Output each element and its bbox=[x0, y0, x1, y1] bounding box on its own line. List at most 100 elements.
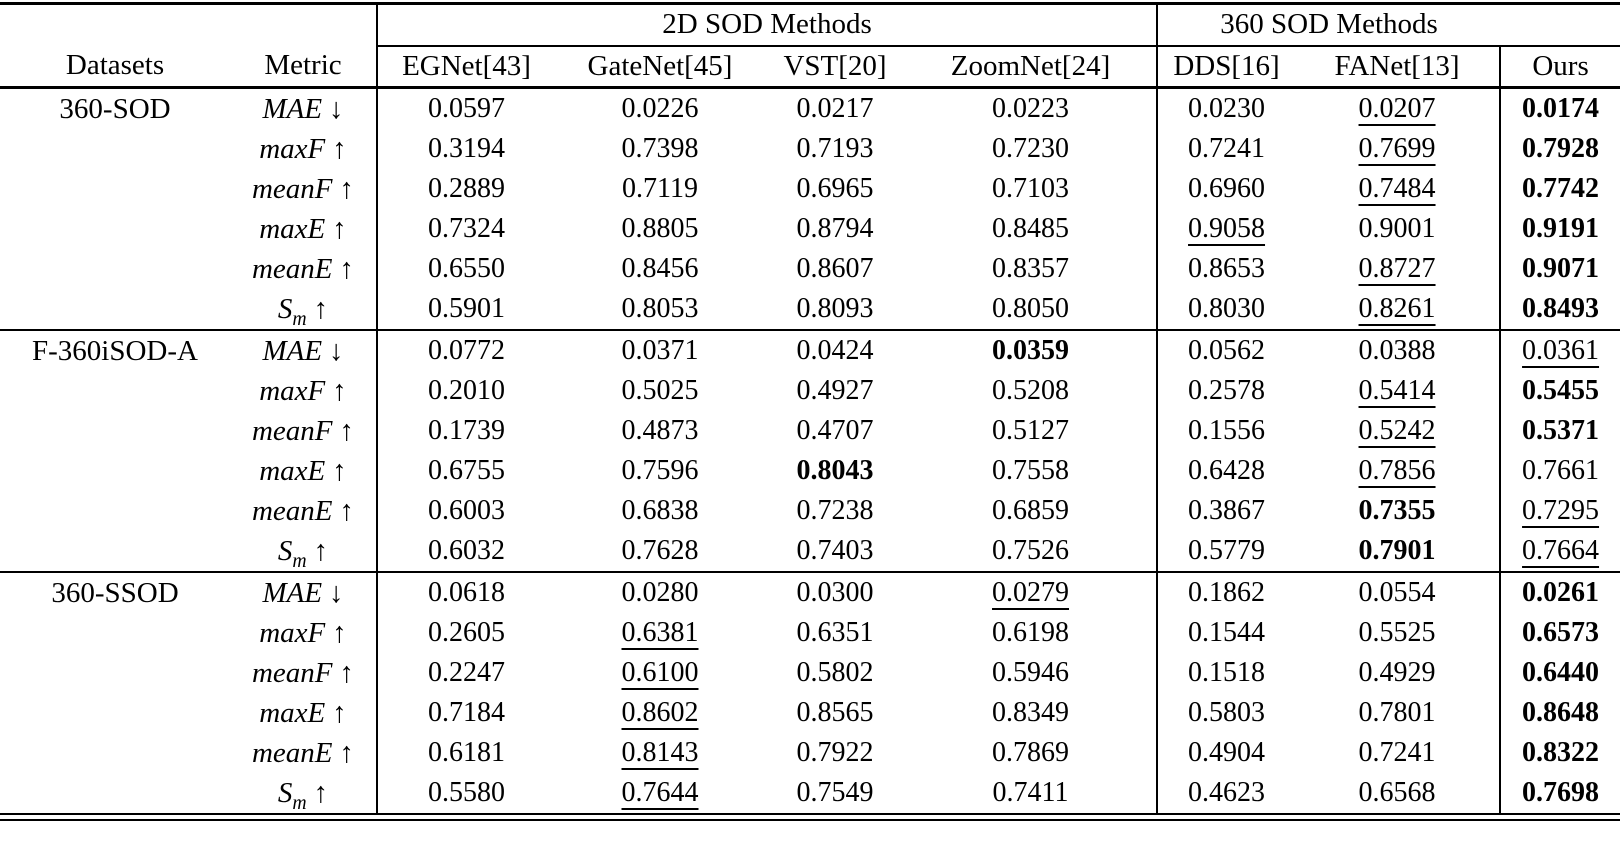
metric-value: 0.7398 bbox=[621, 133, 699, 164]
table-wrapper: 2D SOD Methods 360 SOD Methods Datasets … bbox=[0, 2, 1620, 821]
metric-value: 0.7869 bbox=[992, 737, 1070, 768]
table-row: 360-SSOD MAE ↓ 0.0618 0.0280 0.0300 0.0279 0.18… bbox=[0, 572, 1620, 815]
metric-value: 0.5455 bbox=[1522, 375, 1600, 406]
col-header-zoomnet: ZoomNet[24] bbox=[905, 45, 1158, 89]
metric-value: 0.5779 bbox=[1188, 535, 1266, 566]
group-header-ours-spacer bbox=[1500, 3, 1620, 47]
metric-value: 0.7403 bbox=[796, 535, 874, 566]
value-cell: 0.6573 bbox=[1499, 613, 1620, 653]
metric-value: 0.1544 bbox=[1188, 617, 1266, 648]
metric-value: 0.5580 bbox=[428, 777, 505, 808]
arrow-down-icon: ↓ bbox=[329, 577, 344, 609]
metric-value: 0.8053 bbox=[621, 293, 699, 324]
metric-value: 0.8357 bbox=[992, 253, 1070, 284]
value-cell: 0.0371 bbox=[555, 330, 765, 371]
col-header-metric: Metric bbox=[230, 45, 377, 89]
value-cell: 0.7295 bbox=[1499, 491, 1620, 531]
metric-value: 0.6003 bbox=[428, 495, 505, 526]
value-cell: 0.0618 bbox=[376, 572, 555, 613]
metric-value: 0.8349 bbox=[992, 697, 1070, 728]
value-cell: 0.2578 bbox=[1156, 371, 1296, 411]
metric-value: 0.1556 bbox=[1188, 415, 1266, 446]
metric-name: MAE bbox=[262, 93, 323, 125]
arrow-up-icon: ↑ bbox=[339, 253, 355, 285]
arrow-up-icon: ↑ bbox=[313, 535, 329, 567]
blank-corner-cell bbox=[0, 4, 377, 46]
arrow-up-icon: ↑ bbox=[339, 415, 355, 447]
value-cell: 0.8648 bbox=[1499, 693, 1620, 733]
metric-value: 0.5414 bbox=[1358, 375, 1436, 406]
metric-value: 0.8648 bbox=[1522, 697, 1600, 728]
metric-label: meanF ↑ bbox=[230, 411, 377, 451]
table-row: maxE ↑ 0.6755 0.7596 0.8043 0.7558 0.6428 0.785… bbox=[0, 451, 1620, 491]
value-cell: 0.2605 bbox=[376, 613, 555, 653]
metric-value: 0.1518 bbox=[1188, 657, 1266, 688]
arrow-up-icon: ↑ bbox=[339, 173, 355, 205]
value-cell: 0.7901 bbox=[1295, 531, 1501, 573]
metric-value: 0.7526 bbox=[992, 535, 1070, 566]
dataset-label: 360-SSOD bbox=[0, 572, 230, 815]
group-header-2d-sod: 2D SOD Methods bbox=[375, 3, 1159, 47]
metric-value: 0.5371 bbox=[1522, 415, 1600, 446]
metric-value: 0.7922 bbox=[796, 737, 874, 768]
value-cell: 0.8727 bbox=[1295, 249, 1500, 289]
metric-value: 0.7698 bbox=[1522, 777, 1600, 808]
table-row: F-360iSOD-A MAE ↓ 0.0772 0.0371 0.0424 0.0359 0… bbox=[0, 330, 1620, 573]
value-cell: 0.6428 bbox=[1156, 451, 1296, 491]
metric-value: 0.9071 bbox=[1522, 253, 1600, 284]
value-cell: 0.0230 bbox=[1156, 87, 1296, 129]
value-cell: 0.5208 bbox=[905, 371, 1157, 411]
metric-label: Sm ↑ bbox=[230, 773, 377, 815]
arrow-up-icon: ↑ bbox=[332, 697, 347, 729]
col-header-datasets: Datasets bbox=[0, 45, 230, 89]
value-cell: 0.4623 bbox=[1156, 773, 1296, 815]
group-header-360-sod: 360 SOD Methods bbox=[1157, 3, 1501, 47]
metric-value: 0.7549 bbox=[796, 777, 874, 808]
metric-value: 0.7558 bbox=[992, 455, 1070, 486]
metric-value: 0.6428 bbox=[1188, 455, 1266, 486]
value-cell: 0.7928 bbox=[1499, 129, 1620, 169]
metric-value: 0.0562 bbox=[1188, 335, 1266, 366]
metric-value: 0.5946 bbox=[992, 657, 1070, 688]
metric-value: 0.8050 bbox=[992, 293, 1070, 324]
value-cell: 0.5803 bbox=[1156, 693, 1296, 733]
table-row: Sm ↑ 0.5580 0.7644 0.7549 0.7411 0.4623 0.6568 0… bbox=[0, 773, 1620, 815]
arrow-up-icon: ↑ bbox=[339, 657, 355, 689]
table-row: maxE ↑ 0.7184 0.8602 0.8565 0.8349 0.5803 0.780… bbox=[0, 693, 1620, 733]
value-cell: 0.7922 bbox=[765, 733, 905, 773]
metric-value: 0.4707 bbox=[796, 415, 874, 446]
metric-value: 0.9191 bbox=[1522, 213, 1600, 244]
arrow-up-icon: ↑ bbox=[332, 133, 347, 165]
value-cell: 0.7628 bbox=[555, 531, 765, 573]
metric-value: 0.0230 bbox=[1188, 93, 1266, 124]
metric-label: MAE ↓ bbox=[230, 330, 377, 371]
metric-value: 0.8456 bbox=[621, 253, 699, 284]
metric-value: 0.7184 bbox=[428, 697, 505, 728]
col-header-fanet: FANet[13] bbox=[1295, 45, 1501, 89]
value-cell: 0.0261 bbox=[1499, 572, 1620, 613]
value-cell: 0.2889 bbox=[376, 169, 555, 209]
value-cell: 0.4904 bbox=[1156, 733, 1296, 773]
metric-value: 0.7193 bbox=[796, 133, 874, 164]
metric-name: S bbox=[277, 777, 293, 809]
value-cell: 0.6859 bbox=[905, 491, 1157, 531]
value-cell: 0.6003 bbox=[376, 491, 555, 531]
value-cell: 0.8493 bbox=[1499, 289, 1620, 331]
value-cell: 0.8349 bbox=[905, 693, 1157, 733]
sod-benchmark-table: 2D SOD Methods 360 SOD Methods Datasets … bbox=[0, 2, 1620, 815]
metric-value: 0.2605 bbox=[428, 617, 505, 648]
value-cell: 0.6181 bbox=[376, 733, 555, 773]
value-cell: 0.8565 bbox=[765, 693, 905, 733]
value-cell: 0.0217 bbox=[765, 88, 905, 130]
value-cell: 0.0424 bbox=[765, 330, 905, 371]
metric-value: 0.0223 bbox=[992, 93, 1070, 124]
value-cell: 0.0361 bbox=[1499, 330, 1620, 371]
value-cell: 0.6960 bbox=[1156, 169, 1296, 209]
metric-label: maxF ↑ bbox=[230, 371, 377, 411]
value-cell: 0.8805 bbox=[555, 209, 765, 249]
metric-value: 0.5901 bbox=[428, 293, 505, 324]
metric-value: 0.8493 bbox=[1522, 293, 1600, 324]
metric-label: maxF ↑ bbox=[230, 613, 377, 653]
value-cell: 0.8653 bbox=[1156, 249, 1296, 289]
value-cell: 0.5414 bbox=[1295, 371, 1500, 411]
